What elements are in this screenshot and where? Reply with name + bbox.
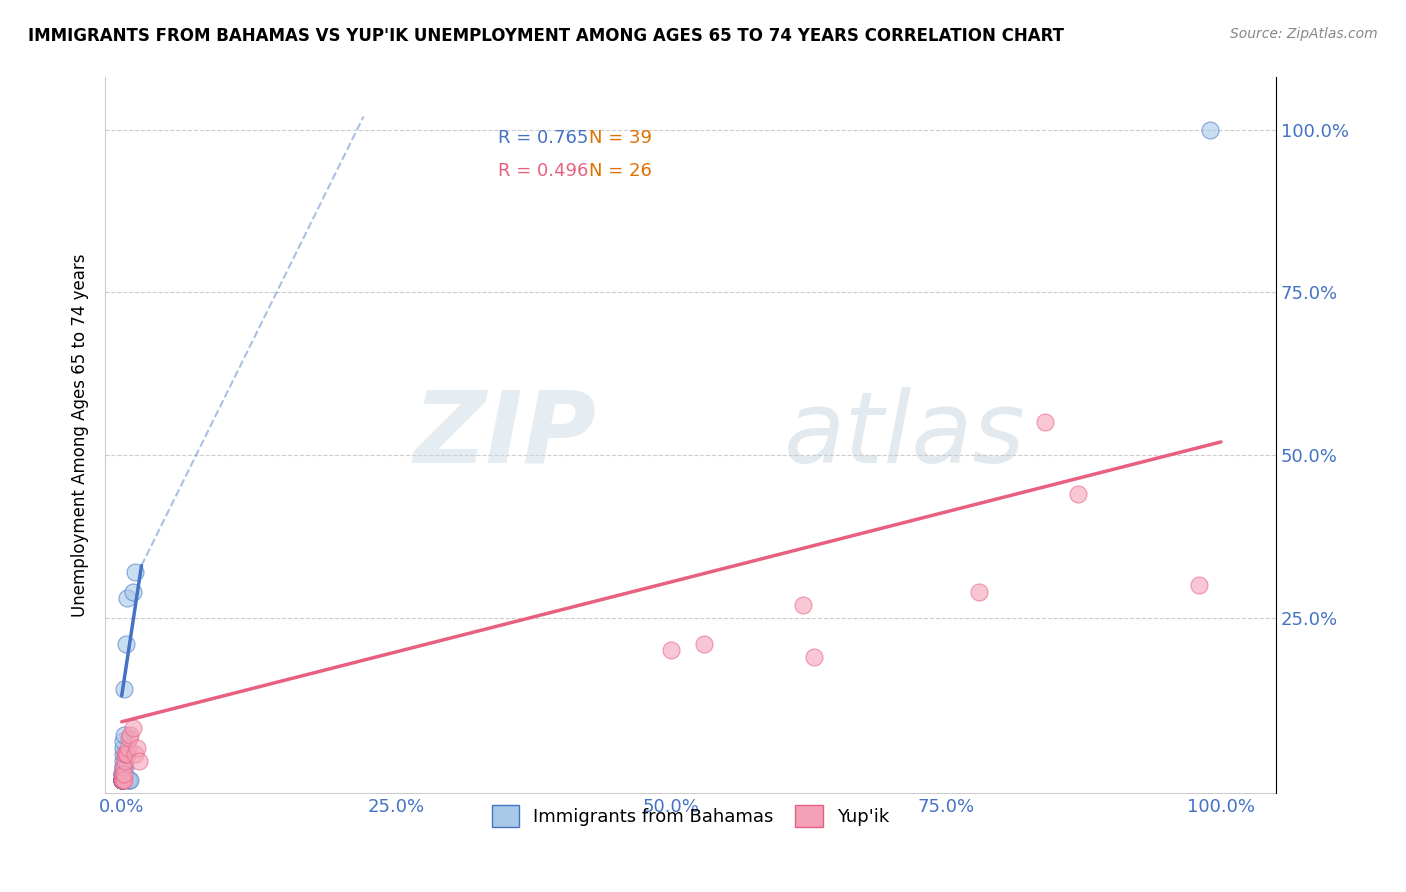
Point: [121, 584, 143, 599]
Point: [111, 773, 134, 788]
Text: IMMIGRANTS FROM BAHAMAS VS YUP'IK UNEMPLOYMENT AMONG AGES 65 TO 74 YEARS CORRELA: IMMIGRANTS FROM BAHAMAS VS YUP'IK UNEMPL…: [28, 27, 1064, 45]
Point: [118, 731, 141, 745]
Point: [120, 773, 142, 788]
Point: [111, 773, 134, 788]
Point: [111, 767, 134, 781]
Point: [118, 773, 141, 788]
Point: [111, 767, 134, 781]
Point: [111, 773, 134, 788]
Point: [967, 584, 990, 599]
Point: [114, 747, 136, 762]
Point: [112, 728, 135, 742]
Point: [128, 754, 150, 768]
Point: [792, 598, 814, 612]
Point: [111, 773, 134, 788]
Point: [1188, 578, 1211, 592]
Point: [115, 591, 138, 606]
Point: [120, 728, 142, 742]
Point: [803, 649, 825, 664]
Point: [111, 773, 134, 788]
Point: [111, 734, 134, 748]
Legend: Immigrants from Bahamas, Yup'ik: Immigrants from Bahamas, Yup'ik: [485, 798, 897, 834]
Text: ZIP: ZIP: [413, 387, 598, 483]
Point: [659, 643, 682, 657]
Point: [117, 740, 139, 755]
Point: [111, 767, 134, 781]
Point: [1199, 122, 1222, 136]
Point: [115, 747, 138, 762]
Point: [111, 773, 134, 788]
Point: [111, 773, 134, 788]
Point: [114, 760, 136, 774]
Text: N = 26: N = 26: [589, 162, 652, 180]
Point: [127, 740, 149, 755]
Point: [111, 767, 134, 781]
Point: [1033, 416, 1056, 430]
Point: [111, 773, 134, 788]
Point: [111, 773, 134, 788]
Point: [111, 773, 134, 788]
Point: [124, 565, 146, 579]
Point: [111, 773, 134, 788]
Point: [111, 773, 134, 788]
Point: [111, 773, 134, 788]
Point: [114, 754, 136, 768]
Point: [111, 754, 134, 768]
Point: [111, 773, 134, 788]
Point: [115, 747, 138, 762]
Point: [111, 760, 134, 774]
Point: [115, 637, 138, 651]
Text: atlas: atlas: [785, 387, 1026, 483]
Point: [111, 773, 134, 788]
Point: [111, 747, 134, 762]
Point: [111, 740, 134, 755]
Text: R = 0.765: R = 0.765: [498, 128, 588, 146]
Point: [112, 682, 135, 697]
Point: [693, 637, 716, 651]
Point: [112, 773, 135, 788]
Y-axis label: Unemployment Among Ages 65 to 74 years: Unemployment Among Ages 65 to 74 years: [72, 253, 89, 617]
Point: [111, 773, 134, 788]
Point: [112, 767, 135, 781]
Point: [111, 767, 134, 781]
Point: [1067, 487, 1090, 501]
Point: [121, 721, 143, 735]
Point: [111, 773, 134, 788]
Point: [111, 760, 134, 774]
Point: [111, 760, 134, 774]
Point: [111, 773, 134, 788]
Point: [111, 773, 134, 788]
Point: [117, 773, 139, 788]
Point: [111, 773, 134, 788]
Text: R = 0.496: R = 0.496: [498, 162, 588, 180]
Text: Source: ZipAtlas.com: Source: ZipAtlas.com: [1230, 27, 1378, 41]
Text: N = 39: N = 39: [589, 128, 652, 146]
Point: [124, 747, 146, 762]
Point: [111, 767, 134, 781]
